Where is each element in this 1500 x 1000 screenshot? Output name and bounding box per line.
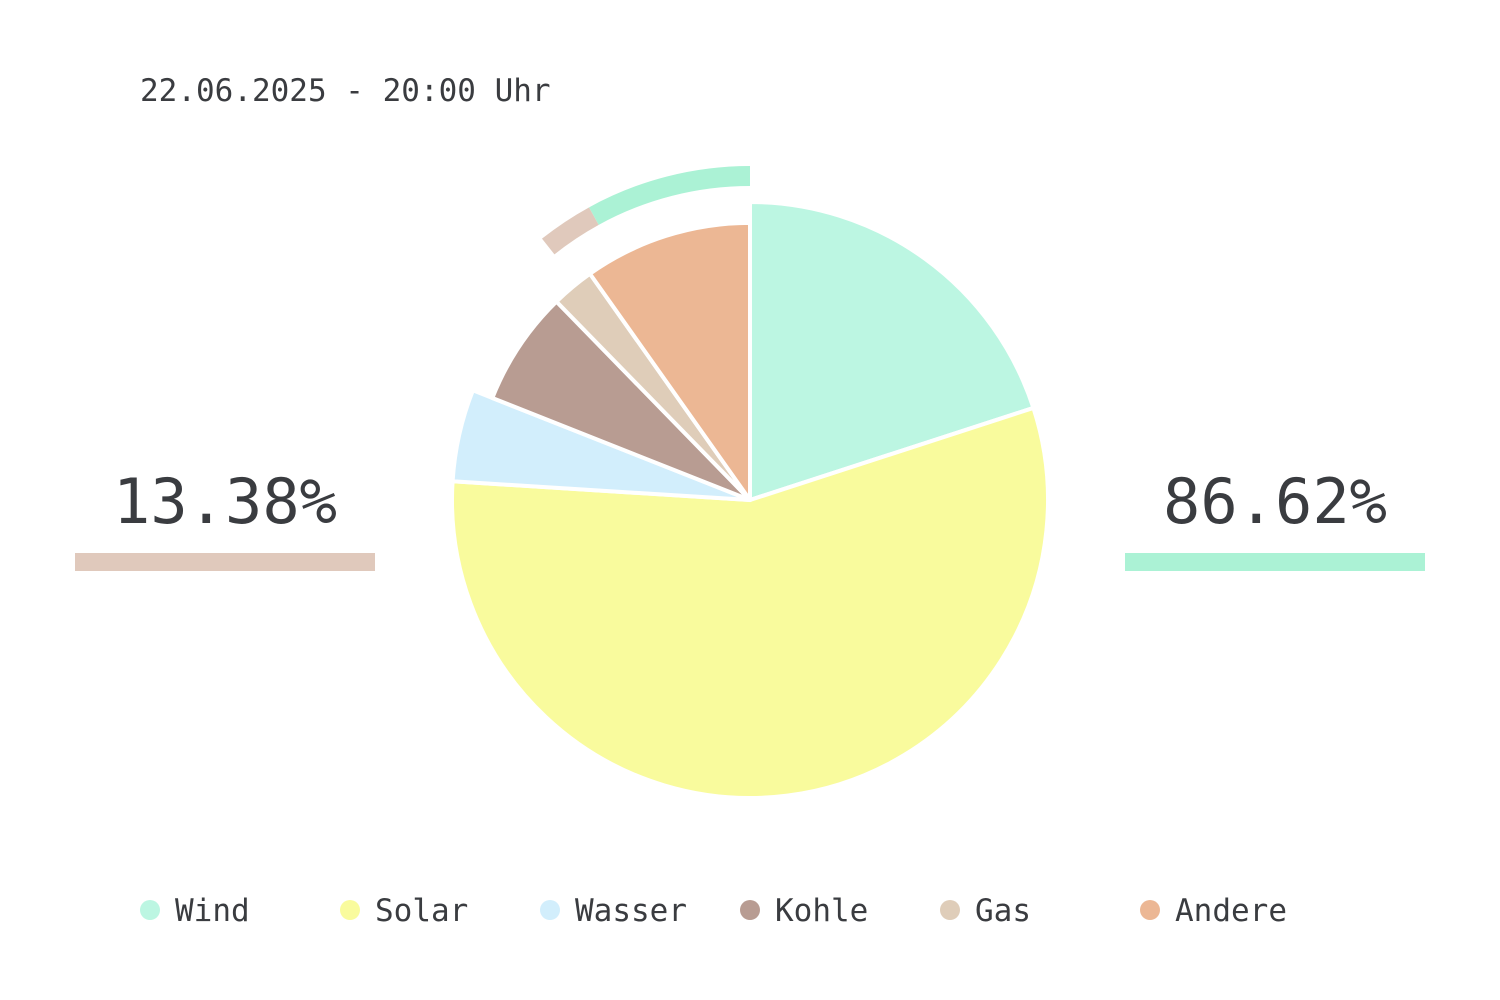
outer-arcs — [541, 166, 751, 255]
legend-swatch-wind — [140, 900, 160, 920]
legend-label-solar: Solar — [375, 893, 468, 929]
outer-arc-gas — [541, 207, 599, 255]
left-percentage: 13.38% — [113, 465, 337, 538]
right-percentage-bar — [1125, 553, 1425, 571]
legend-swatch-kohle — [740, 900, 760, 920]
outer-arc-wind — [589, 166, 751, 225]
legend-label-wasser: Wasser — [575, 893, 687, 929]
pie-slice-kohle — [490, 299, 752, 502]
legend-label-andere: Andere — [1175, 893, 1287, 929]
legend-swatch-wasser — [540, 900, 560, 920]
legend-swatch-solar — [340, 900, 360, 920]
left-percentage-bar — [75, 553, 375, 571]
right-percentage: 86.62% — [1163, 465, 1387, 538]
timestamp: 22.06.2025 - 20:00 Uhr — [140, 73, 551, 109]
pie-slice-wind — [748, 200, 1036, 502]
pie-slice-andere — [587, 220, 752, 502]
pie-slice-solar — [450, 405, 1050, 801]
legend-label-wind: Wind — [175, 893, 250, 929]
legend-swatch-gas — [940, 900, 960, 920]
legend-label-kohle: Kohle — [775, 893, 868, 929]
legend-label-gas: Gas — [975, 893, 1031, 929]
legend: Wind Solar Wasser Kohle Gas Andere — [140, 893, 1287, 929]
pie-slices — [450, 200, 1050, 801]
legend-swatch-andere — [1140, 900, 1160, 920]
